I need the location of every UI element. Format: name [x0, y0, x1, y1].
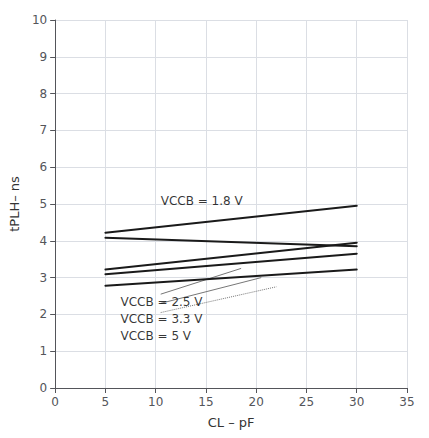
svg-text:VCCB = 2.5 V: VCCB = 2.5 V — [121, 295, 204, 309]
svg-text:4: 4 — [40, 234, 48, 248]
svg-text:3: 3 — [40, 271, 48, 285]
svg-text:1: 1 — [40, 344, 48, 358]
svg-text:35: 35 — [399, 395, 414, 409]
svg-text:2: 2 — [40, 307, 48, 321]
svg-text:30: 30 — [349, 395, 364, 409]
svg-text:0: 0 — [51, 395, 59, 409]
svg-text:VCCB = 1.8 V: VCCB = 1.8 V — [161, 194, 244, 208]
svg-text:10: 10 — [32, 13, 47, 27]
svg-text:5: 5 — [40, 197, 48, 211]
svg-text:20: 20 — [249, 395, 264, 409]
svg-text:15: 15 — [198, 395, 213, 409]
svg-text:tPLH– ns: tPLH– ns — [7, 176, 22, 232]
svg-text:8: 8 — [40, 87, 48, 101]
svg-text:7: 7 — [40, 123, 48, 137]
svg-text:0: 0 — [40, 381, 48, 395]
svg-text:VCCB = 5 V: VCCB = 5 V — [121, 329, 192, 343]
svg-text:5: 5 — [102, 395, 110, 409]
svg-text:6: 6 — [40, 160, 48, 174]
svg-text:CL – pF: CL – pF — [208, 415, 255, 430]
svg-text:10: 10 — [148, 395, 163, 409]
svg-text:VCCB = 3.3 V: VCCB = 3.3 V — [121, 312, 204, 326]
svg-text:9: 9 — [40, 50, 48, 64]
svg-text:25: 25 — [299, 395, 314, 409]
